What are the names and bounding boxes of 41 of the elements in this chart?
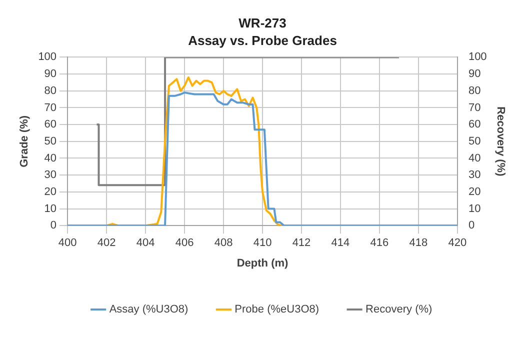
legend-label: Probe (%eU3O8) (234, 304, 320, 316)
x-tick-label: 406 (175, 237, 194, 250)
y-tick-label: 70 (44, 102, 57, 114)
y2-tick-label: 40 (468, 152, 481, 164)
chart-title: WR-273 (238, 15, 286, 30)
x-axis-title: Depth (m) (236, 257, 288, 270)
x-tick-label: 404 (136, 237, 155, 250)
y2-tick-label: 30 (468, 169, 481, 182)
x-tick-label: 410 (253, 237, 272, 250)
y-tick-label: 60 (44, 118, 57, 131)
x-tick-label: 414 (331, 237, 350, 250)
x-tick-label: 400 (58, 237, 77, 250)
y-tick-label: 80 (44, 84, 57, 97)
y2-tick-label: 100 (468, 51, 487, 64)
x-tick-label: 408 (214, 237, 233, 250)
y2-tick-label: 80 (468, 84, 481, 97)
y2-tick-label: 60 (468, 118, 481, 131)
y2-tick-label: 90 (468, 68, 481, 80)
y-tick-label: 100 (38, 51, 57, 64)
x-tick-label: 402 (97, 237, 116, 250)
y2-axis-title: Recovery (%) (494, 106, 506, 177)
y-tick-label: 30 (44, 169, 57, 182)
y-tick-label: 90 (44, 68, 57, 80)
y2-tick-label: 50 (468, 135, 481, 148)
x-tick-label: 412 (292, 237, 311, 250)
y2-tick-label: 0 (468, 220, 475, 232)
legend-label: Assay (%U3O8) (109, 304, 188, 316)
y2-tick-label: 20 (468, 186, 481, 198)
y-tick-label: 40 (44, 152, 57, 164)
y-tick-label: 0 (50, 220, 57, 232)
chart-subtitle: Assay vs. Probe Grades (188, 32, 337, 48)
y2-tick-label: 70 (468, 102, 481, 114)
y2-tick-label: 10 (468, 202, 481, 215)
x-tick-label: 416 (370, 237, 389, 250)
x-tick-label: 420 (448, 237, 467, 250)
y-tick-label: 10 (44, 202, 57, 215)
y-tick-label: 50 (44, 135, 57, 148)
x-tick-label: 418 (409, 237, 428, 250)
y-axis-title: Grade (%) (18, 115, 31, 168)
y-tick-label: 20 (44, 186, 57, 198)
legend-label: Recovery (%) (366, 304, 432, 316)
